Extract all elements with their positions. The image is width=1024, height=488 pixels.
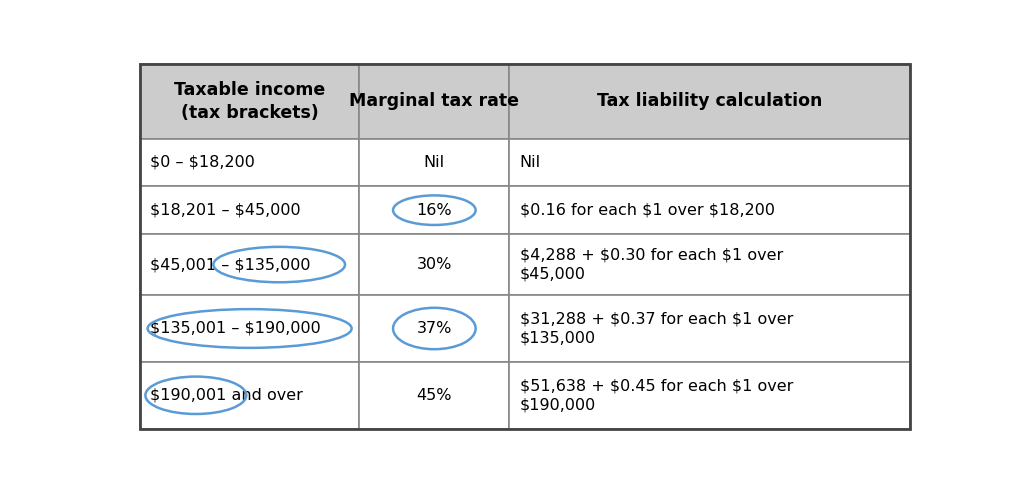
Text: 37%: 37% [417,321,452,336]
Bar [140,64,359,139]
Bar [140,295,359,362]
Text: Marginal tax rate: Marginal tax rate [349,92,519,110]
Bar [509,139,909,186]
Bar [140,362,359,428]
Bar [509,64,909,139]
Text: Nil: Nil [520,155,541,170]
Bar [359,64,509,139]
Text: $31,288 + $0.37 for each $1 over
$135,000: $31,288 + $0.37 for each $1 over $135,00… [520,311,794,346]
Bar [140,234,359,295]
Text: $45,001 – $135,000: $45,001 – $135,000 [151,257,310,272]
Text: $0.16 for each $1 over $18,200: $0.16 for each $1 over $18,200 [520,203,775,218]
Bar [509,234,909,295]
Bar [140,139,359,186]
Bar [509,295,909,362]
Text: $4,288 + $0.30 for each $1 over
$45,000: $4,288 + $0.30 for each $1 over $45,000 [520,247,783,282]
Bar [359,295,509,362]
Bar [359,186,509,234]
Text: $18,201 – $45,000: $18,201 – $45,000 [151,203,301,218]
Text: $190,001 and over: $190,001 and over [151,388,303,403]
Bar [359,234,509,295]
Bar [359,139,509,186]
Text: 16%: 16% [417,203,453,218]
Text: Taxable income
(tax brackets): Taxable income (tax brackets) [174,81,326,122]
Text: 30%: 30% [417,257,452,272]
Text: $51,638 + $0.45 for each $1 over
$190,000: $51,638 + $0.45 for each $1 over $190,00… [520,378,794,412]
Text: Tax liability calculation: Tax liability calculation [597,92,822,110]
Bar [359,362,509,428]
Text: Nil: Nil [424,155,444,170]
Bar [509,186,909,234]
Bar [509,362,909,428]
Text: $135,001 – $190,000: $135,001 – $190,000 [151,321,321,336]
Text: 45%: 45% [417,388,453,403]
Text: $0 – $18,200: $0 – $18,200 [151,155,255,170]
Bar [140,186,359,234]
